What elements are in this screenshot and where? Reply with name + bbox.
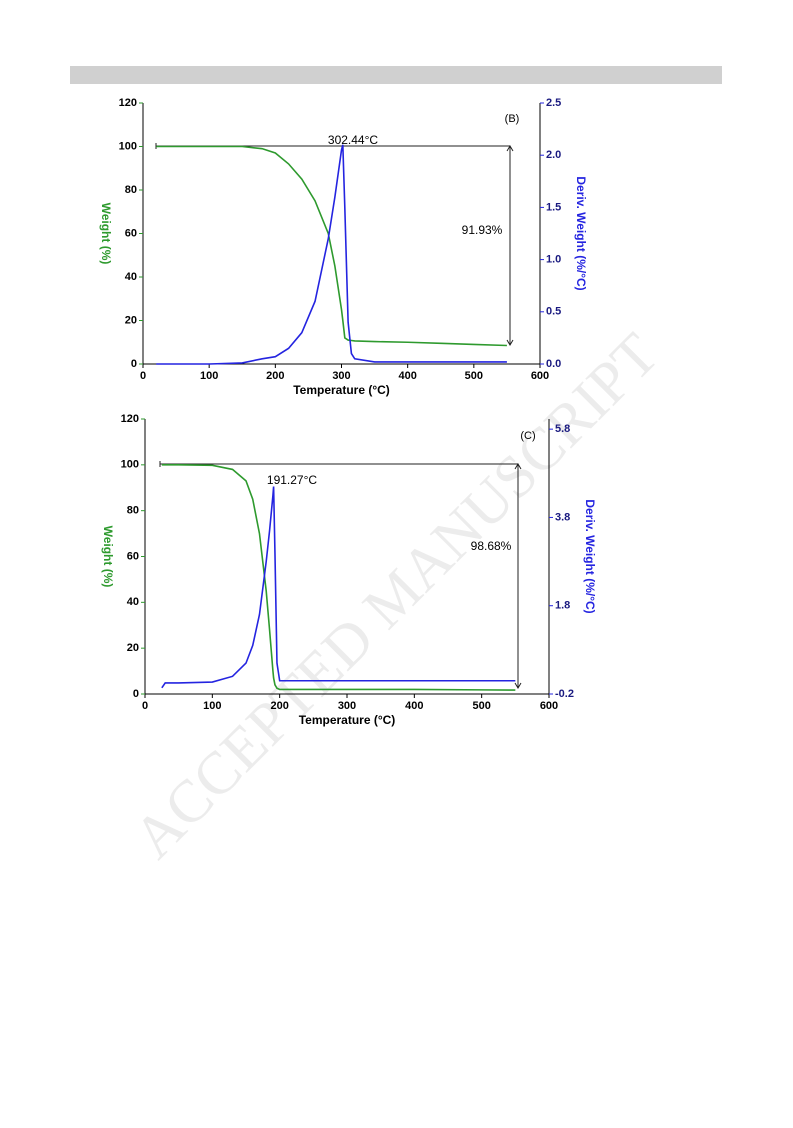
x-tick-label: 300 (332, 370, 350, 382)
x-axis-label: Temperature (°C) (293, 383, 390, 397)
y-tick-label: 100 (121, 459, 139, 471)
x-tick-label: 200 (266, 370, 284, 382)
panel-label: (C) (520, 430, 535, 442)
y2-tick-label: 5.8 (555, 423, 570, 435)
data-line (156, 144, 507, 365)
y-tick-label: 20 (125, 314, 137, 326)
y2-tick-label: -0.2 (555, 688, 574, 700)
annotation: 91.93% (462, 223, 503, 237)
y2-tick-label: 3.8 (555, 511, 570, 523)
x-tick-label: 300 (338, 700, 356, 712)
y-axis-label: Weight (%) (99, 203, 113, 265)
x-tick-label: 600 (531, 370, 549, 382)
x-tick-label: 0 (140, 370, 146, 382)
y-tick-label: 80 (127, 505, 139, 517)
y2-tick-label: 0.0 (546, 358, 561, 370)
arrow-head (514, 463, 522, 689)
x-tick-label: 400 (398, 370, 416, 382)
x-tick-label: 100 (203, 700, 221, 712)
annotation: 191.27°C (267, 473, 318, 487)
y-tick-label: 20 (127, 642, 139, 654)
y-tick-label: 120 (119, 97, 137, 109)
y2-axis-label: Deriv. Weight (%/°C) (583, 499, 597, 613)
y2-tick-label: 2.0 (546, 149, 561, 161)
annotation: 98.68% (471, 539, 512, 553)
y-axis-label: Weight (%) (101, 526, 115, 588)
x-axis-label: Temperature (°C) (299, 713, 396, 727)
data-line (161, 486, 516, 689)
arrow-head (506, 145, 514, 346)
y2-tick-label: 1.0 (546, 254, 561, 266)
y2-tick-label: 1.5 (546, 201, 561, 213)
panel-label: (B) (505, 113, 520, 125)
y-tick-label: 0 (131, 358, 137, 370)
y-tick-label: 100 (119, 140, 137, 152)
data-line (161, 464, 516, 691)
y-tick-label: 60 (125, 227, 137, 239)
x-tick-label: 600 (540, 700, 558, 712)
y2-axis-label: Deriv. Weight (%/°C) (574, 176, 588, 290)
y-tick-label: 120 (121, 413, 139, 425)
x-tick-label: 100 (200, 370, 218, 382)
data-line (156, 145, 507, 347)
header-bar (70, 66, 722, 84)
y2-tick-label: 2.5 (546, 97, 561, 109)
y-tick-label: 40 (125, 271, 137, 283)
annotation: 302.44°C (328, 133, 379, 147)
y-tick-label: 60 (127, 550, 139, 562)
x-tick-label: 400 (405, 700, 423, 712)
y-tick-label: 40 (127, 596, 139, 608)
x-tick-label: 200 (270, 700, 288, 712)
x-tick-label: 500 (472, 700, 490, 712)
x-tick-label: 0 (142, 700, 148, 712)
x-tick-label: 500 (465, 370, 483, 382)
y-tick-label: 0 (133, 688, 139, 700)
y2-tick-label: 0.5 (546, 306, 561, 318)
y2-tick-label: 1.8 (555, 600, 570, 612)
y-tick-label: 80 (125, 184, 137, 196)
